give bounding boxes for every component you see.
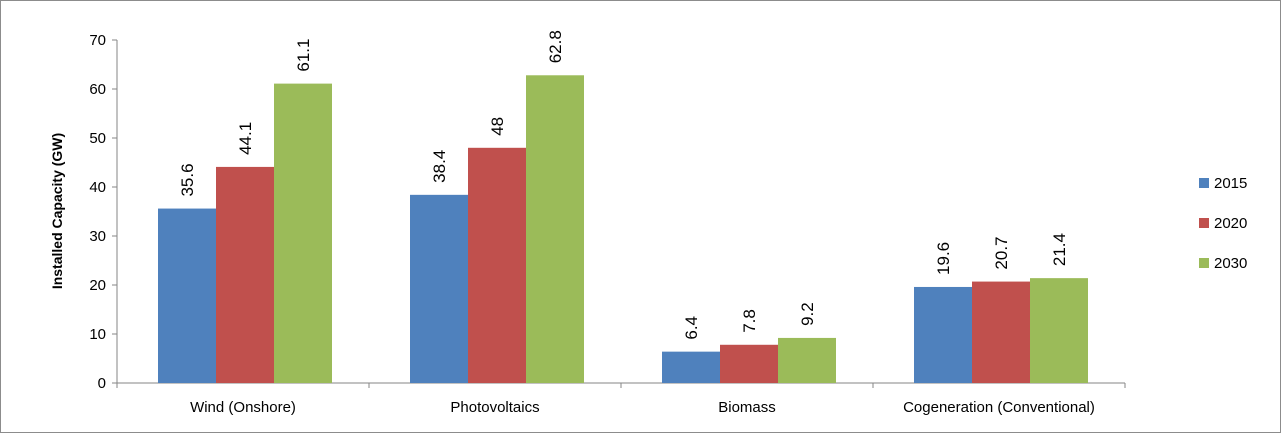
y-tick-label: 60 xyxy=(89,81,106,98)
bar-2015 xyxy=(914,286,972,383)
data-label: 35.6 xyxy=(178,163,197,196)
data-label: 61.1 xyxy=(294,39,313,72)
legend-swatch-2030 xyxy=(1199,258,1209,268)
bar-2015 xyxy=(410,194,468,383)
y-tick-label: 0 xyxy=(98,375,106,392)
data-label: 38.4 xyxy=(430,150,449,183)
x-tick-label: Photovoltaics xyxy=(450,399,539,416)
bar-2030 xyxy=(1030,278,1088,383)
bar-2020 xyxy=(972,281,1030,383)
x-tick-label: Cogeneration (Conventional) xyxy=(903,399,1095,416)
bar-2030 xyxy=(778,337,836,383)
bar-2015 xyxy=(158,208,216,383)
y-axis: 0 10 20 30 40 50 60 70 xyxy=(89,32,118,392)
data-label: 9.2 xyxy=(798,302,817,326)
y-tick-label: 10 xyxy=(89,326,106,343)
bar-2020 xyxy=(468,147,526,383)
legend-swatch-2020 xyxy=(1199,218,1209,228)
bar-2020 xyxy=(720,344,778,383)
legend: 2015 2020 2030 xyxy=(1199,175,1247,272)
data-label: 19.6 xyxy=(934,242,953,275)
y-tick-label: 20 xyxy=(89,277,106,294)
legend-swatch-2015 xyxy=(1199,178,1209,188)
x-axis: Wind (Onshore) Photovoltaics Biomass Cogene… xyxy=(116,382,1126,416)
x-tick-label: Wind (Onshore) xyxy=(190,399,296,416)
data-label: 44.1 xyxy=(236,122,255,155)
bar-2030 xyxy=(274,83,332,384)
bar-2015 xyxy=(662,351,720,383)
y-axis-title: Installed Capacity (GW) xyxy=(49,133,65,289)
bar-2030 xyxy=(526,75,584,383)
legend-label: 2030 xyxy=(1214,255,1247,272)
data-label: 62.8 xyxy=(546,30,565,63)
x-tick-label: Biomass xyxy=(718,399,776,416)
legend-label: 2015 xyxy=(1214,175,1247,192)
data-label: 48 xyxy=(488,117,507,136)
legend-label: 2020 xyxy=(1214,215,1247,232)
data-label: 20.7 xyxy=(992,236,1011,269)
bar-2020 xyxy=(216,166,274,383)
y-tick-label: 30 xyxy=(89,228,106,245)
bars xyxy=(158,75,1088,384)
data-label: 7.8 xyxy=(740,309,759,333)
y-tick-label: 50 xyxy=(89,130,106,147)
data-label: 6.4 xyxy=(682,316,701,340)
data-labels: 35.6 44.1 61.1 38.4 48 62.8 6.4 7.8 9.2 19.6 20.7 2… xyxy=(178,30,1069,339)
data-label: 21.4 xyxy=(1050,233,1069,266)
y-tick-label: 70 xyxy=(89,32,106,49)
y-tick-label: 40 xyxy=(89,179,106,196)
